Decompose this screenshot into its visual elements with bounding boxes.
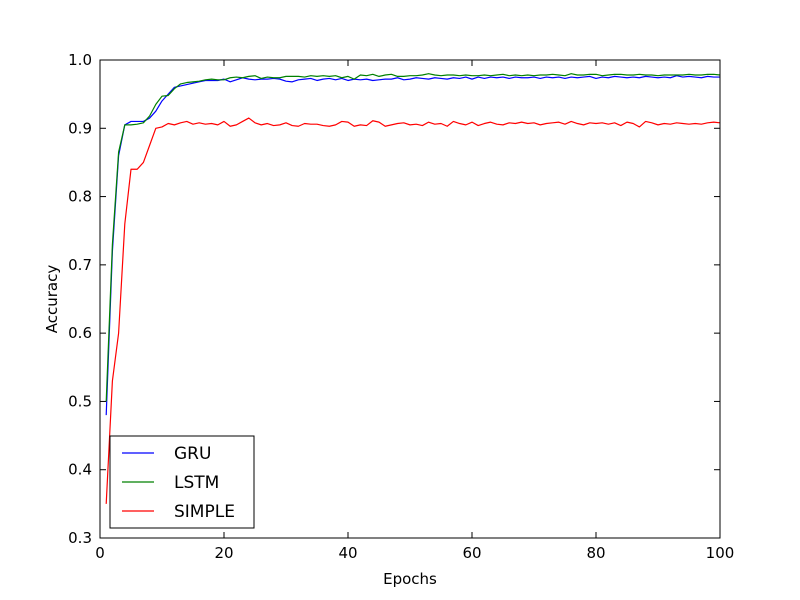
y-tick-label: 0.9 — [68, 119, 92, 137]
series-line-lstm — [105, 73, 720, 402]
y-tick-label: 0.7 — [68, 256, 92, 274]
y-tick-label: 1.0 — [68, 51, 92, 69]
y-tick-label: 0.6 — [68, 324, 92, 342]
x-tick-label: 60 — [462, 544, 481, 562]
y-tick-label: 0.5 — [68, 392, 92, 410]
x-tick-label: 80 — [586, 544, 605, 562]
plot-area: 0 20 40 60 80 100 0.3 0.4 0.5 0.6 0.7 0.8 0.9 1.0 — [68, 51, 734, 562]
series-line-simple — [105, 117, 720, 504]
legend-label-gru: GRU — [174, 444, 211, 464]
y-axis-title: Accuracy — [43, 265, 61, 334]
series-line-gru — [105, 75, 720, 416]
x-tick-label: 40 — [338, 544, 357, 562]
y-tick-label: 0.8 — [68, 188, 92, 206]
legend-label-lstm: LSTM — [174, 473, 219, 493]
legend: GRU LSTM SIMPLE — [109, 435, 255, 529]
plot-frame — [99, 59, 721, 539]
legend-label-simple: SIMPLE — [174, 502, 235, 522]
x-axis-title: Epochs — [383, 570, 437, 588]
x-tick-label: 100 — [706, 544, 735, 562]
x-tick-label: 20 — [214, 544, 233, 562]
ticks-layer: 0 20 40 60 80 100 0.3 0.4 0.5 0.6 0.7 0.8 0.9 1.0 — [68, 51, 734, 562]
series-layer — [105, 73, 720, 504]
x-tick-label: 0 — [95, 544, 105, 562]
y-tick-label: 0.4 — [68, 461, 92, 479]
y-tick-label: 0.3 — [68, 529, 92, 547]
